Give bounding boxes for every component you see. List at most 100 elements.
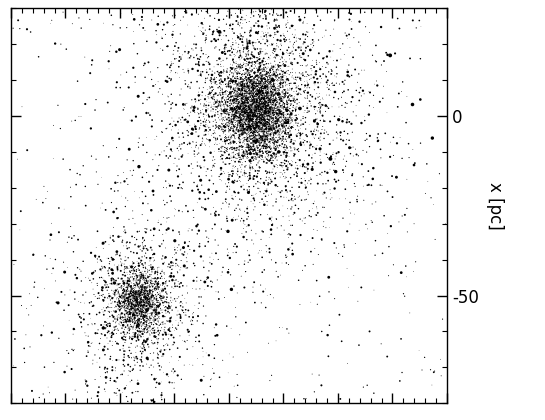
Point: [189, 260, 198, 267]
Point: [103, 281, 112, 288]
Point: [263, 84, 272, 90]
Point: [238, 146, 246, 153]
Point: [232, 117, 240, 123]
Point: [125, 307, 134, 314]
Point: [301, 182, 310, 189]
Point: [264, 32, 273, 39]
Point: [235, 83, 244, 90]
Point: [244, 110, 253, 116]
Point: [113, 289, 122, 295]
Point: [174, 320, 183, 326]
Point: [250, 138, 258, 145]
Point: [278, 129, 287, 135]
Point: [249, 110, 258, 116]
Point: [278, 164, 287, 171]
Point: [87, 395, 96, 402]
Point: [272, 138, 281, 145]
Point: [139, 243, 148, 250]
Point: [143, 289, 152, 296]
Point: [319, 96, 328, 103]
Point: [150, 309, 159, 315]
Point: [258, 57, 267, 64]
Point: [272, 101, 281, 108]
Point: [134, 317, 143, 323]
Point: [255, 131, 264, 138]
Point: [255, 142, 263, 148]
Point: [256, 97, 264, 104]
Point: [241, 70, 250, 77]
Point: [295, 123, 304, 130]
Point: [148, 278, 156, 285]
Point: [253, 151, 262, 158]
Point: [258, 126, 267, 133]
Point: [359, 197, 368, 204]
Point: [262, 135, 271, 142]
Point: [259, 122, 268, 129]
Point: [328, 79, 337, 86]
Point: [262, 99, 270, 106]
Point: [267, 153, 276, 160]
Point: [231, 117, 240, 124]
Point: [261, 81, 269, 88]
Point: [236, 136, 245, 143]
Point: [166, 77, 175, 84]
Point: [239, 83, 248, 89]
Point: [259, 130, 268, 137]
Point: [393, 103, 402, 110]
Point: [266, 74, 275, 80]
Point: [258, 254, 267, 261]
Point: [131, 307, 140, 314]
Point: [131, 295, 140, 302]
Point: [179, 252, 188, 258]
Point: [231, 106, 239, 113]
Point: [191, 96, 199, 102]
Point: [137, 296, 146, 303]
Point: [286, 111, 294, 118]
Point: [255, 118, 264, 125]
Point: [270, 109, 279, 116]
Point: [116, 252, 124, 259]
Point: [252, 106, 261, 113]
Point: [282, 127, 290, 134]
Point: [249, 42, 257, 49]
Point: [283, 205, 292, 212]
Point: [249, 98, 258, 105]
Point: [123, 305, 132, 312]
Point: [242, 77, 251, 84]
Point: [237, 156, 245, 163]
Point: [262, 133, 270, 140]
Point: [234, 175, 243, 182]
Point: [252, 117, 261, 124]
Point: [340, 128, 349, 135]
Point: [135, 299, 143, 306]
Point: [110, 276, 118, 283]
Point: [160, 298, 169, 304]
Point: [272, 112, 281, 119]
Point: [357, 92, 366, 99]
Point: [154, 88, 163, 95]
Point: [290, 144, 299, 151]
Point: [129, 291, 138, 298]
Point: [238, 87, 247, 94]
Point: [277, 116, 286, 122]
Point: [229, 59, 238, 66]
Point: [138, 287, 147, 294]
Point: [273, 106, 282, 113]
Point: [259, 114, 268, 121]
Point: [303, 134, 312, 140]
Point: [235, 102, 244, 109]
Point: [226, 84, 234, 90]
Point: [242, 104, 251, 110]
Point: [258, 120, 267, 127]
Point: [251, 108, 260, 114]
Point: [288, 31, 296, 38]
Point: [159, 336, 168, 342]
Point: [438, 316, 447, 323]
Point: [215, 70, 224, 76]
Point: [217, 110, 226, 117]
Point: [251, 134, 260, 141]
Point: [353, 193, 362, 199]
Point: [285, 126, 294, 132]
Point: [305, 84, 314, 91]
Point: [276, 174, 284, 181]
